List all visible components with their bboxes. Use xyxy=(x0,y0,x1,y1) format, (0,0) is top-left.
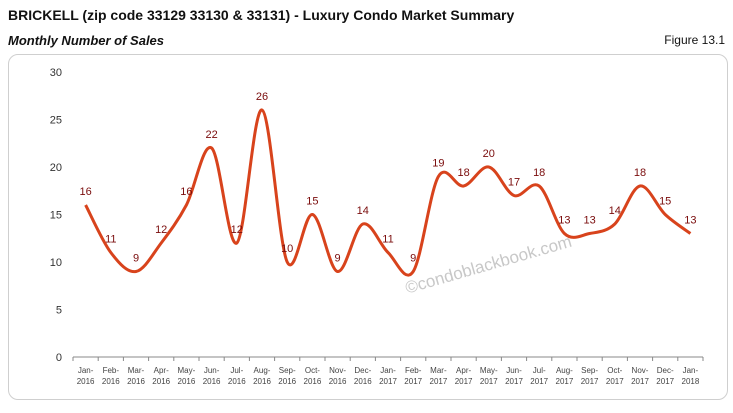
series-line xyxy=(84,108,692,277)
data-label: 20 xyxy=(483,148,495,160)
data-label: 18 xyxy=(533,167,545,179)
data-label: 13 xyxy=(583,215,595,227)
x-tick-label: Jul-2017 xyxy=(530,366,548,386)
y-tick-label: 25 xyxy=(50,115,62,127)
x-tick-label: Sep-2016 xyxy=(278,366,296,386)
y-tick-label: 30 xyxy=(50,67,62,79)
x-tick-label: Sep-2017 xyxy=(581,366,599,386)
x-tick-label: Aug-2017 xyxy=(556,366,574,386)
y-tick-label: 0 xyxy=(56,352,62,364)
data-label: 18 xyxy=(634,167,646,179)
x-tick-label: Jan-2018 xyxy=(682,366,700,386)
data-label: 16 xyxy=(79,186,91,198)
x-tick-label: Jun-2017 xyxy=(505,366,523,386)
data-label: 12 xyxy=(155,224,167,236)
x-tick-label: May-2017 xyxy=(480,366,498,386)
chart-title: BRICKELL (zip code 33129 33130 & 33131) … xyxy=(8,7,515,23)
chart-subtitle: Monthly Number of Sales xyxy=(8,33,165,48)
y-tick-label: 5 xyxy=(56,305,62,317)
data-label: 26 xyxy=(256,91,268,103)
y-tick-label: 20 xyxy=(50,162,62,174)
x-tick-label: Oct-2017 xyxy=(606,366,624,386)
data-label: 12 xyxy=(231,224,243,236)
x-tick-label: Nov-2017 xyxy=(631,366,649,386)
y-tick-label: 10 xyxy=(50,257,62,269)
data-label: 9 xyxy=(410,253,416,265)
data-label: 13 xyxy=(558,215,570,227)
x-tick-label: May-2016 xyxy=(178,366,196,386)
data-label: 11 xyxy=(382,234,393,246)
x-tick-label: Apr-2016 xyxy=(152,366,170,386)
x-tick-label: Jun-2016 xyxy=(203,366,221,386)
x-tick-label: Jan-2016 xyxy=(77,366,95,386)
y-tick-label: 15 xyxy=(50,210,62,222)
data-label: 22 xyxy=(205,129,217,141)
figure-number: Figure 13.1 xyxy=(664,33,725,47)
data-label: 18 xyxy=(457,167,469,179)
data-label: 19 xyxy=(432,158,444,170)
x-tick-label: Dec-2016 xyxy=(354,366,372,386)
data-label: 16 xyxy=(180,186,192,198)
data-label: 9 xyxy=(335,253,341,265)
x-tick-label: Feb-2016 xyxy=(102,366,120,386)
x-tick-label: Dec-2017 xyxy=(656,366,674,386)
data-label: 15 xyxy=(306,196,318,208)
x-tick-label: Jan-2017 xyxy=(379,366,397,386)
x-tick-label: Mar-2016 xyxy=(127,366,145,386)
watermark: ©condoblackbook.com xyxy=(403,232,574,298)
x-tick-label: Feb-2017 xyxy=(404,366,422,386)
x-tick-label: Apr-2017 xyxy=(455,366,473,386)
data-label: 17 xyxy=(508,177,520,189)
x-tick-label: Aug-2016 xyxy=(253,366,271,386)
x-tick-label: Mar-2017 xyxy=(430,366,448,386)
data-label: 10 xyxy=(281,243,293,255)
x-tick-label: Jul-2016 xyxy=(228,366,246,386)
data-label: 11 xyxy=(105,234,116,246)
data-label: 14 xyxy=(609,205,621,217)
data-label: 15 xyxy=(659,196,671,208)
data-label: 13 xyxy=(684,215,696,227)
data-label: 14 xyxy=(357,205,369,217)
x-tick-label: Oct-2016 xyxy=(304,366,322,386)
x-tick-label: Nov-2016 xyxy=(329,366,347,386)
data-label: 9 xyxy=(133,253,139,265)
